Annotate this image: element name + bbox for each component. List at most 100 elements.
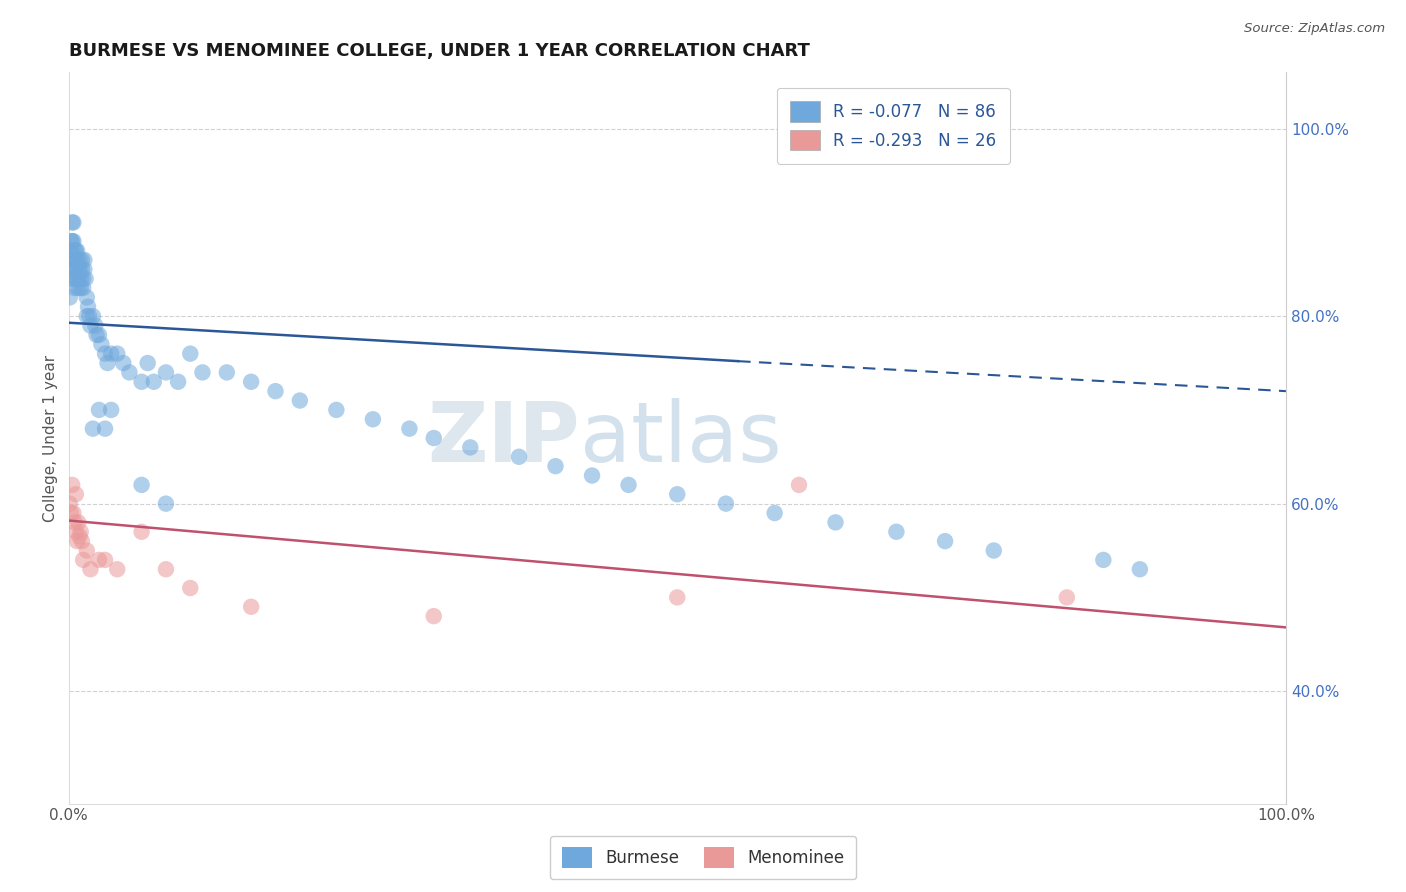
- Point: [155, 562, 177, 576]
- Point: [60, 478, 83, 492]
- Point: [63, 262, 86, 277]
- Text: Source: ZipAtlas.com: Source: ZipAtlas.com: [1244, 22, 1385, 36]
- Point: [59, 252, 82, 267]
- Point: [361, 412, 384, 426]
- Point: [581, 468, 603, 483]
- Point: [63, 516, 86, 530]
- Point: [60, 262, 83, 277]
- Point: [65, 262, 87, 277]
- Legend: Burmese, Menominee: Burmese, Menominee: [550, 836, 856, 880]
- Point: [69, 252, 91, 267]
- Point: [59, 290, 82, 304]
- Legend: R = -0.077   N = 86, R = -0.293   N = 26: R = -0.077 N = 86, R = -0.293 N = 26: [776, 88, 1010, 164]
- Point: [118, 365, 141, 379]
- Point: [87, 553, 110, 567]
- Point: [66, 244, 89, 258]
- Point: [66, 271, 89, 285]
- Point: [544, 459, 567, 474]
- Point: [1056, 591, 1078, 605]
- Point: [325, 403, 347, 417]
- Point: [72, 271, 94, 285]
- Point: [59, 234, 82, 248]
- Point: [72, 553, 94, 567]
- Point: [100, 346, 122, 360]
- Point: [787, 478, 810, 492]
- Point: [131, 478, 153, 492]
- Point: [458, 441, 481, 455]
- Point: [191, 365, 214, 379]
- Point: [82, 422, 104, 436]
- Point: [86, 327, 108, 342]
- Point: [65, 487, 87, 501]
- Point: [240, 375, 263, 389]
- Point: [69, 271, 91, 285]
- Point: [65, 524, 87, 539]
- Point: [62, 234, 84, 248]
- Point: [1129, 562, 1152, 576]
- Y-axis label: College, Under 1 year: College, Under 1 year: [44, 354, 58, 522]
- Point: [763, 506, 786, 520]
- Point: [69, 262, 91, 277]
- Point: [886, 524, 908, 539]
- Point: [215, 365, 238, 379]
- Point: [423, 431, 446, 445]
- Point: [90, 337, 112, 351]
- Point: [87, 327, 110, 342]
- Point: [65, 244, 87, 258]
- Point: [79, 562, 101, 576]
- Point: [714, 497, 737, 511]
- Point: [398, 422, 420, 436]
- Point: [76, 290, 98, 304]
- Point: [69, 281, 91, 295]
- Point: [84, 318, 107, 333]
- Point: [72, 281, 94, 295]
- Point: [73, 252, 96, 267]
- Point: [70, 252, 93, 267]
- Point: [59, 271, 82, 285]
- Text: BURMESE VS MENOMINEE COLLEGE, UNDER 1 YEAR CORRELATION CHART: BURMESE VS MENOMINEE COLLEGE, UNDER 1 YE…: [69, 42, 810, 60]
- Point: [105, 562, 128, 576]
- Point: [65, 252, 87, 267]
- Point: [67, 262, 90, 277]
- Point: [508, 450, 530, 464]
- Point: [167, 375, 190, 389]
- Point: [136, 356, 159, 370]
- Point: [423, 609, 446, 624]
- Point: [63, 281, 86, 295]
- Point: [62, 215, 84, 229]
- Point: [67, 516, 90, 530]
- Text: ZIP: ZIP: [427, 398, 579, 478]
- Point: [77, 300, 100, 314]
- Point: [59, 497, 82, 511]
- Point: [824, 516, 846, 530]
- Point: [666, 487, 689, 501]
- Point: [94, 346, 117, 360]
- Point: [666, 591, 689, 605]
- Point: [288, 393, 311, 408]
- Point: [155, 365, 177, 379]
- Point: [62, 252, 84, 267]
- Point: [67, 281, 90, 295]
- Point: [155, 497, 177, 511]
- Point: [77, 309, 100, 323]
- Point: [62, 506, 84, 520]
- Point: [75, 271, 97, 285]
- Point: [131, 524, 153, 539]
- Point: [63, 244, 86, 258]
- Text: atlas: atlas: [579, 398, 782, 478]
- Point: [70, 534, 93, 549]
- Point: [70, 262, 93, 277]
- Point: [66, 534, 89, 549]
- Point: [264, 384, 287, 399]
- Point: [112, 356, 135, 370]
- Point: [76, 309, 98, 323]
- Point: [67, 271, 90, 285]
- Point: [63, 271, 86, 285]
- Point: [94, 553, 117, 567]
- Point: [60, 234, 83, 248]
- Point: [240, 599, 263, 614]
- Point: [934, 534, 956, 549]
- Point: [131, 375, 153, 389]
- Point: [94, 422, 117, 436]
- Point: [100, 403, 122, 417]
